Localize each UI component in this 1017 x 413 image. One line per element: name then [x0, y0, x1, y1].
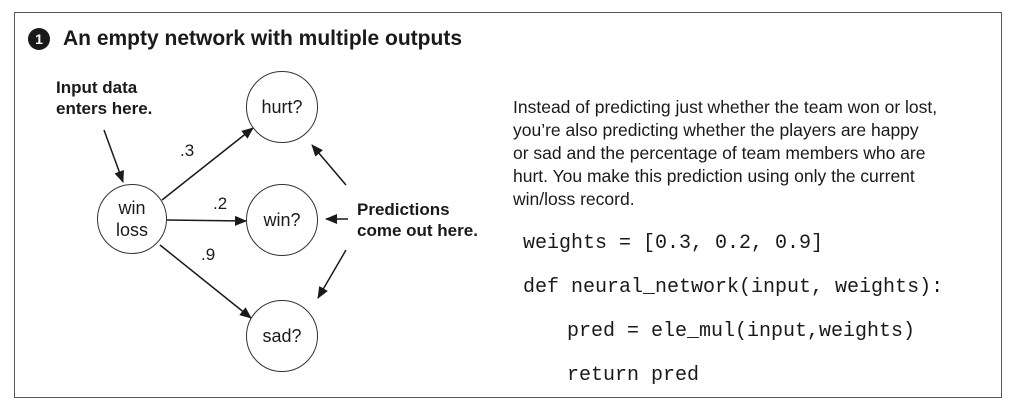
figure-frame — [14, 12, 1002, 398]
edge-to-sad — [159, 244, 252, 319]
code-line-return: return pred — [567, 364, 700, 387]
weight-label-win: .2 — [213, 194, 228, 213]
edge-to-hurt — [161, 127, 254, 201]
output-node-sad: sad? — [246, 300, 318, 372]
weight-label-hurt: .3 — [180, 141, 195, 160]
input-annotation-arrow — [103, 129, 124, 183]
predictions-arrow-sad — [317, 249, 347, 299]
weight-label-sad: .9 — [201, 245, 216, 264]
output-node-hurt: hurt? — [246, 71, 318, 143]
input-annotation: Input data enters here. — [56, 78, 153, 118]
figure-heading: 1 An empty network with multiple outputs — [28, 27, 462, 51]
code-line-pred: pred = ele_mul(input,weights) — [567, 320, 916, 343]
edge-to-win — [165, 215, 247, 226]
predictions-annotation: Predictions come out here. — [357, 200, 478, 240]
output-node-win: win? — [246, 184, 318, 256]
input-node-win-loss: win loss — [97, 184, 167, 254]
description-text: Instead of predicting just whether the t… — [513, 97, 938, 209]
code-line-weights: weights = [0.3, 0.2, 0.9] — [523, 232, 824, 255]
step-number-badge: 1 — [28, 28, 50, 50]
heading-text: An empty network with multiple outputs — [63, 27, 462, 50]
code-line-def: def neural_network(input, weights): — [523, 276, 944, 299]
predictions-arrow-hurt — [311, 144, 347, 186]
